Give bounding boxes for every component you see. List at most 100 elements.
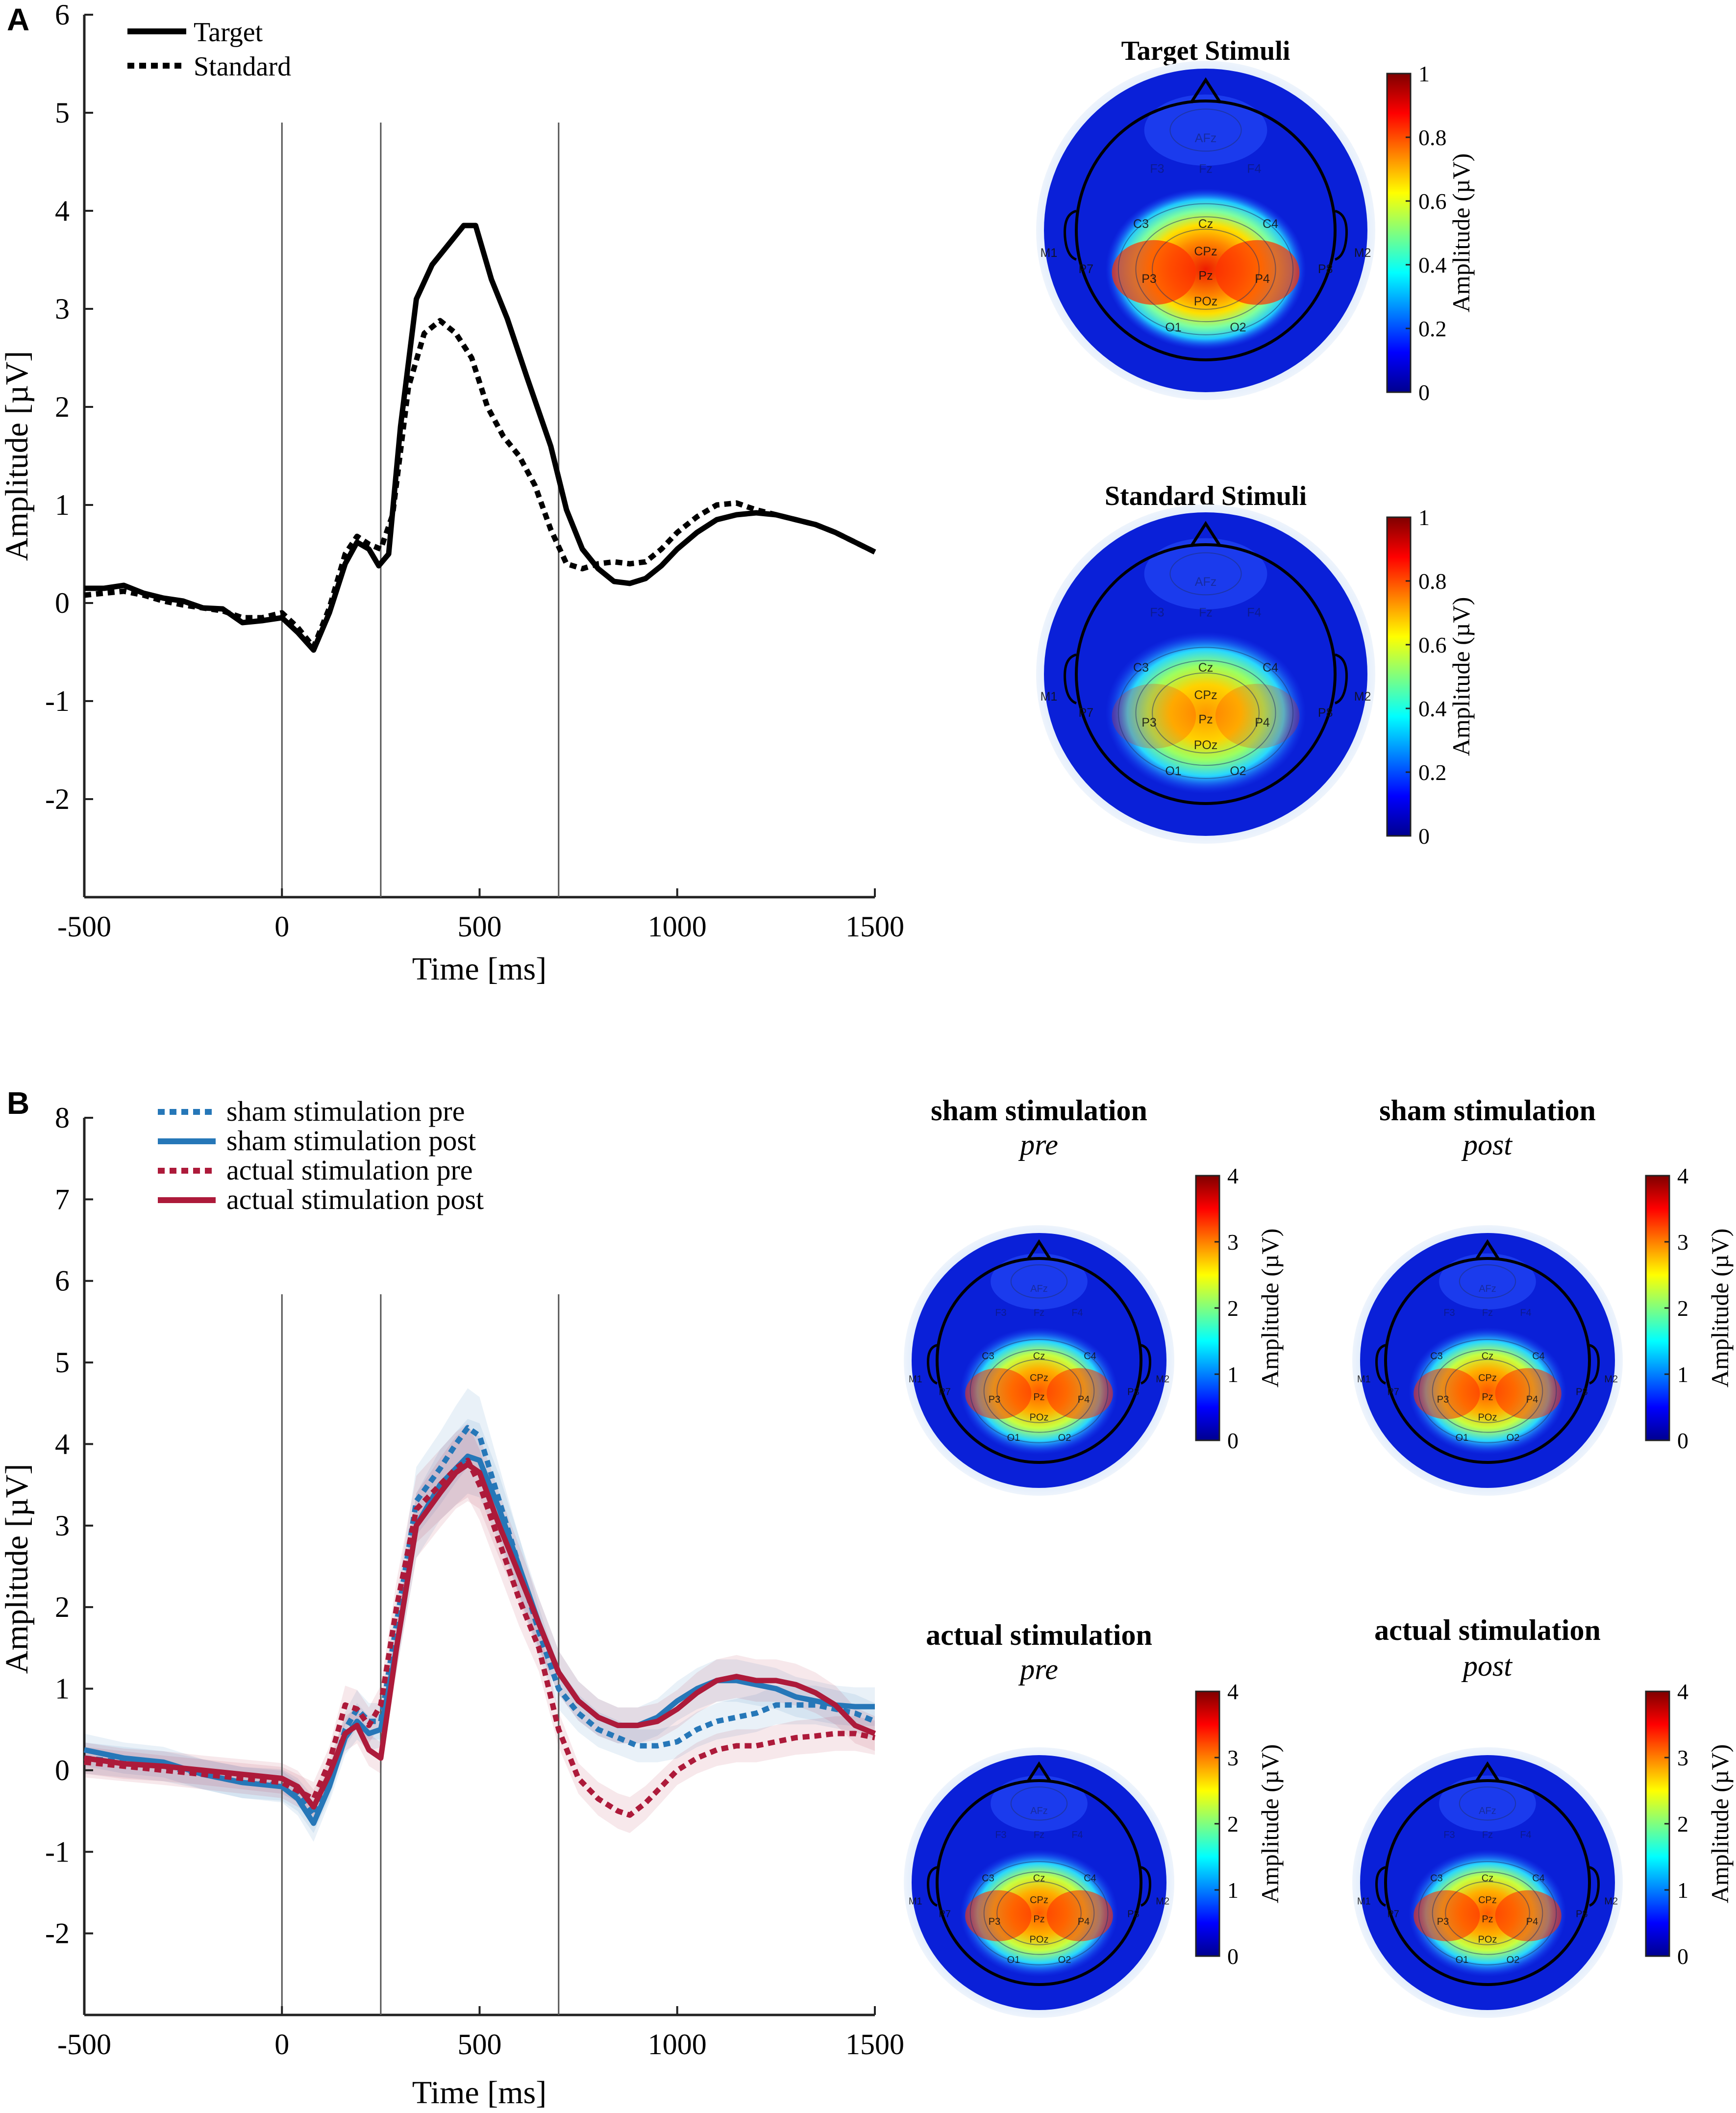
electrode-cpz: CPz	[1478, 1895, 1497, 1906]
frontal-region	[1439, 1253, 1536, 1309]
nose	[1026, 1239, 1052, 1261]
electrode-c3: C3	[1430, 1873, 1443, 1884]
topomap-actual-post: AFz F3 Fz F4 C3 Cz C4 CPz P3 Pz P4 POz O1 O2 M1 M2 P7 P8	[1352, 1747, 1623, 2018]
electrode-pz: Pz	[1482, 1392, 1493, 1403]
electrode-poz: POz	[1478, 1412, 1497, 1423]
electrode-pz: Pz	[1033, 1392, 1044, 1403]
electrode-cz: Cz	[1033, 1873, 1045, 1884]
electrode-p3: P3	[1437, 1394, 1449, 1405]
contour-line	[983, 1871, 1095, 1955]
electrode-fz: Fz	[1482, 1308, 1493, 1318]
colorbar-tick-label: 3	[1677, 1745, 1688, 1770]
chart-a-y-label: Amplitude [µV]	[0, 351, 35, 561]
colorbar-tick-label: 0.2	[1418, 760, 1447, 785]
electrode-m1: M1	[909, 1896, 922, 1907]
nose	[1475, 1239, 1500, 1261]
electrode-cz: Cz	[1033, 1351, 1045, 1362]
colorbar-tick-label: 2	[1677, 1811, 1688, 1836]
electrode-poz: POz	[1030, 1412, 1049, 1423]
electrode-m2: M2	[1604, 1374, 1618, 1384]
electrode-cpz: CPz	[1194, 688, 1217, 702]
electrode-cpz: CPz	[1478, 1373, 1497, 1384]
electrode-p8: P8	[1127, 1386, 1139, 1397]
electrode-o2: O2	[1507, 1955, 1520, 1965]
electrode-p4: P4	[1078, 1916, 1090, 1927]
contour-line	[1135, 660, 1276, 766]
right-ear	[1588, 1344, 1600, 1385]
contour-line	[1169, 552, 1242, 596]
electrode-p7: P7	[1387, 1386, 1399, 1397]
series-line-sham-stimulation-pre	[84, 1425, 876, 1818]
colorbar-standard: 0 0.2 0.4 0.6 0.8 1 Amplitude (µV)	[1386, 505, 1475, 849]
electrode-cz: Cz	[1198, 661, 1214, 675]
chart-a-x-label: Time [ms]	[412, 951, 546, 987]
electrode-c4: C4	[1084, 1351, 1096, 1362]
electrode-o2: O2	[1230, 764, 1246, 778]
electrode-poz: POz	[1194, 295, 1218, 308]
electrode-c4: C4	[1263, 661, 1278, 675]
contour-line	[969, 1861, 1109, 1965]
contour-line	[996, 1359, 1082, 1423]
chart-b-marker-lines	[281, 1294, 560, 2015]
colorbar-tick-label: 3	[1677, 1230, 1688, 1255]
electrode-p7: P7	[939, 1386, 950, 1397]
electrode-p3: P3	[1141, 272, 1157, 286]
x-tick-label: 500	[458, 910, 502, 943]
x-tick-label: 1000	[648, 2028, 707, 2061]
colorbar-tick-label: 0.4	[1418, 696, 1447, 721]
colorbar-tick-label: 4	[1677, 1163, 1688, 1188]
frontal-region	[1144, 538, 1267, 609]
colorbar-gradient	[1386, 73, 1412, 393]
topo-actual-pre-subtitle: pre	[1018, 1653, 1058, 1685]
contour-line	[1117, 203, 1294, 335]
colorbar-tick-label: 1	[1418, 505, 1430, 530]
left-ear	[1064, 209, 1077, 261]
electrode-fz: Fz	[1034, 1830, 1044, 1840]
electrode-o2: O2	[1058, 1433, 1071, 1443]
chart-b-legend: sham stimulation pre sham stimulation po…	[158, 1095, 484, 1215]
electrode-cpz: CPz	[1194, 245, 1217, 258]
colorbar-tick-label: 0.6	[1418, 189, 1447, 214]
left-ear	[1064, 653, 1077, 704]
y-tick-label: -2	[45, 1917, 70, 1950]
electrode-c4: C4	[1263, 217, 1278, 231]
colorbar-tick-label: 0	[1227, 1428, 1239, 1453]
electrode-p4: P4	[1526, 1916, 1538, 1927]
series-line-sham-stimulation-post	[83, 1453, 875, 1826]
colorbar-tick-label: 1	[1227, 1878, 1239, 1903]
electrode-o1: O1	[1165, 764, 1181, 778]
chart-b-x-label: Time [ms]	[412, 2075, 546, 2111]
head-outline	[1075, 543, 1337, 805]
topo-sham-post-subtitle: post	[1461, 1129, 1513, 1161]
electrode-p8: P8	[1318, 706, 1333, 720]
right-ear	[1140, 1344, 1151, 1385]
legend-sham-post-label: sham stimulation post	[226, 1125, 476, 1157]
chart-a-ticks: -500 0 500 1000 1500 -2 -1 0 1 2 3 4 5 6	[45, 0, 904, 943]
electrode-o1: O1	[1456, 1955, 1469, 1965]
electrode-afz: AFz	[1195, 575, 1216, 589]
electrode-m1: M1	[1357, 1374, 1371, 1384]
contour-line	[1432, 1349, 1543, 1433]
contour-line	[1459, 1786, 1516, 1821]
electrode-cz: Cz	[1482, 1351, 1493, 1362]
electrode-p4: P4	[1526, 1394, 1538, 1405]
y-tick-label: 8	[55, 1102, 70, 1134]
electrode-p8: P8	[1318, 262, 1333, 276]
y-tick-label: 1	[55, 1673, 70, 1705]
p4-hotspot	[1215, 683, 1300, 749]
y-tick-label: 1	[55, 489, 70, 521]
electrode-c3: C3	[982, 1351, 994, 1362]
series-line-standard	[84, 318, 876, 650]
x-tick-label: 1500	[845, 910, 904, 943]
colorbar-tick-label: 0.6	[1418, 632, 1447, 657]
topo-sham-post-title: sham stimulation	[1379, 1094, 1596, 1127]
topomap-target: AFz F3 Fz F4 C3 Cz C4 CPz P3 Pz P4 POz O1 O2 M1 M2 P7 P8	[1036, 61, 1375, 400]
right-ear	[1334, 653, 1348, 704]
frontal-region	[991, 1775, 1088, 1832]
colorbar-tick-label: 0.8	[1418, 569, 1447, 594]
electrode-poz: POz	[1194, 738, 1218, 752]
colorbar-tick-label: 1	[1227, 1362, 1239, 1387]
electrode-afz: AFz	[1030, 1283, 1048, 1294]
contour-line	[1135, 216, 1276, 323]
